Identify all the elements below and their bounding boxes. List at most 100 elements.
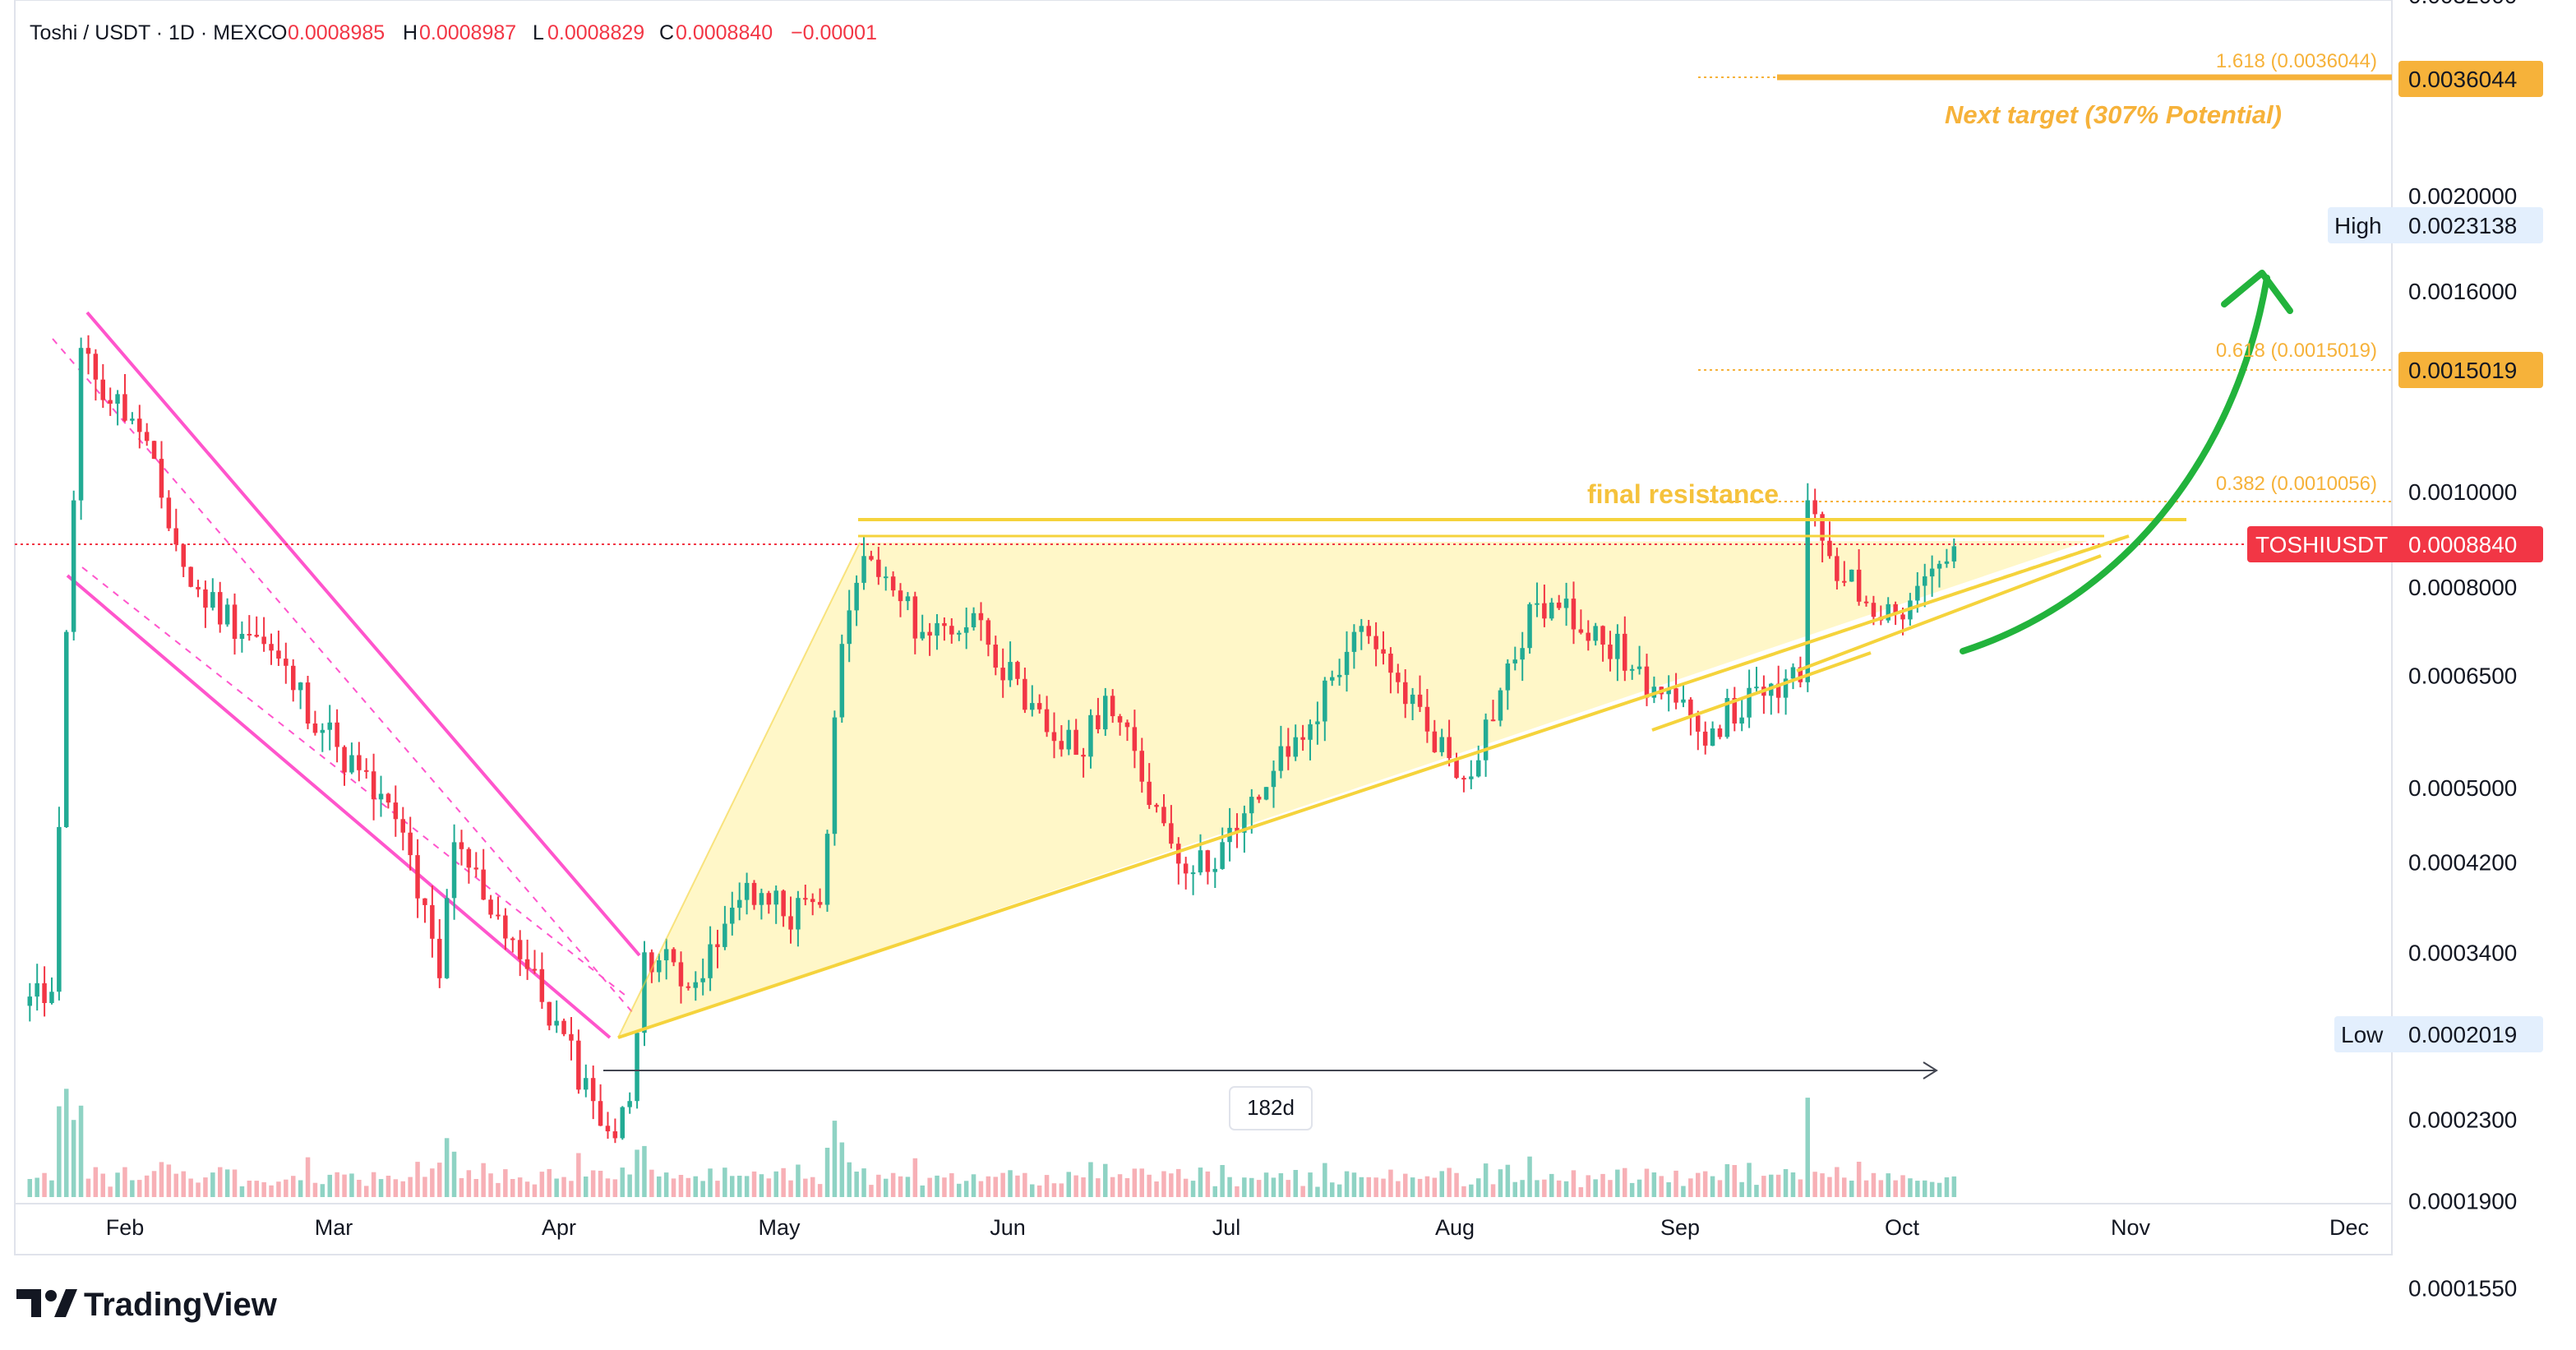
volume-bar (1761, 1176, 1766, 1197)
candle-body (517, 940, 523, 959)
volume-bar (1169, 1173, 1174, 1197)
candle-body (1739, 717, 1744, 724)
tradingview-logo[interactable]: TradingView (16, 1287, 278, 1323)
low-tag: Low (2341, 1022, 2384, 1047)
candle-body (130, 418, 135, 421)
volume-bar (927, 1177, 932, 1197)
volume-bar (861, 1168, 866, 1197)
volume-bar (1044, 1175, 1050, 1197)
volume-bar (1863, 1180, 1869, 1197)
candle-body (1000, 668, 1005, 681)
volume-bar (327, 1174, 332, 1197)
volume-bar (1915, 1181, 1920, 1197)
candle-body (1359, 626, 1364, 632)
candle-body (817, 902, 823, 905)
candle-body (1775, 683, 1781, 698)
candle-body (218, 592, 223, 625)
candle-body (854, 582, 859, 611)
legend-c-label: C (659, 21, 674, 44)
candle-body (524, 959, 530, 969)
candle-body (1805, 500, 1810, 682)
candle-body (759, 893, 764, 905)
volume-bar (1702, 1171, 1708, 1197)
volume-bar (1578, 1187, 1584, 1197)
volume-bar (42, 1172, 47, 1197)
volume-bar (422, 1177, 427, 1197)
month-tick-jun: Jun (990, 1215, 1026, 1240)
candle-body (444, 898, 450, 978)
candle-body (1096, 714, 1101, 729)
support-line-short-2 (1796, 554, 2102, 673)
volume-bar (1527, 1156, 1532, 1197)
price-tick-3: 0.0020000 (2408, 183, 2517, 209)
volume-bar (1724, 1164, 1730, 1197)
fib-0618-price-text: 0.0015019 (2408, 358, 2517, 383)
volume-bar (151, 1171, 157, 1197)
candle-body (488, 899, 493, 915)
candle-body (1432, 731, 1438, 752)
volume-bar (1835, 1167, 1840, 1197)
month-tick-dec: Dec (2329, 1215, 2369, 1240)
volume-bar (1030, 1184, 1035, 1197)
candle-body (173, 528, 178, 545)
legend-header: Toshi / USDT · 1D · MEXC O 0.0008985 H 0… (30, 21, 877, 44)
volume-bar (1300, 1186, 1305, 1197)
candle-body (1629, 668, 1635, 671)
volume-bar (554, 1178, 559, 1197)
candle-body (1454, 758, 1459, 779)
time-axis[interactable]: Feb Mar Apr May Jun Jul Aug Sep Oct Nov Dec (106, 1215, 2369, 1240)
volume-bar (759, 1174, 764, 1197)
candle-body (744, 882, 750, 900)
volume-bar (839, 1142, 845, 1197)
volume-bar (1103, 1163, 1108, 1197)
candle-body (1798, 667, 1803, 682)
candle-body (1724, 698, 1730, 737)
candle-body (978, 613, 984, 621)
candle-body (905, 596, 911, 602)
candle-body (1424, 706, 1430, 732)
candle-body (1036, 703, 1042, 710)
volume-bar (1747, 1163, 1752, 1197)
volume-bar (605, 1178, 611, 1197)
candle-body (847, 610, 852, 645)
month-tick-may: May (758, 1215, 801, 1240)
volume-bar (935, 1175, 939, 1197)
candle-body (1520, 648, 1525, 660)
volume-bar (1154, 1181, 1159, 1197)
candle-body (1030, 703, 1035, 710)
candle-body (1490, 719, 1496, 722)
volume-bar (1498, 1169, 1503, 1197)
volume-bar (971, 1174, 976, 1197)
candle-body (1263, 787, 1269, 800)
volume-bar (598, 1171, 603, 1197)
volume-bar (657, 1176, 662, 1197)
high-price-text: 0.0023138 (2408, 213, 2517, 238)
volume-bar (1535, 1180, 1540, 1197)
month-tick-oct: Oct (1885, 1215, 1920, 1240)
month-tick-aug: Aug (1435, 1215, 1475, 1240)
candle-body (1154, 804, 1159, 807)
candle-body (144, 432, 150, 442)
volume-bar (1096, 1178, 1101, 1197)
volume-bar (1110, 1177, 1115, 1197)
volume-bar (1908, 1178, 1913, 1197)
low-badge (2334, 1016, 2543, 1052)
candle-body (298, 682, 303, 691)
candle-body (473, 867, 478, 870)
candle-body (100, 379, 105, 400)
volume-bar (1366, 1177, 1371, 1197)
candle-body (335, 722, 339, 747)
volume-bar (569, 1181, 574, 1197)
volume-bar (590, 1170, 596, 1197)
candle-body (27, 996, 32, 1006)
candle-body (481, 869, 486, 900)
triangle-fill (618, 541, 2088, 1038)
candle-body (963, 627, 969, 633)
candle-body (422, 898, 427, 905)
volume-bar (100, 1173, 105, 1197)
price-axis[interactable]: 0.00400000.00320000.00260000.00200000.00… (2408, 0, 2517, 1350)
target-price-badge (2398, 61, 2543, 97)
volume-bar (1483, 1163, 1489, 1197)
volume-bar (203, 1177, 208, 1197)
